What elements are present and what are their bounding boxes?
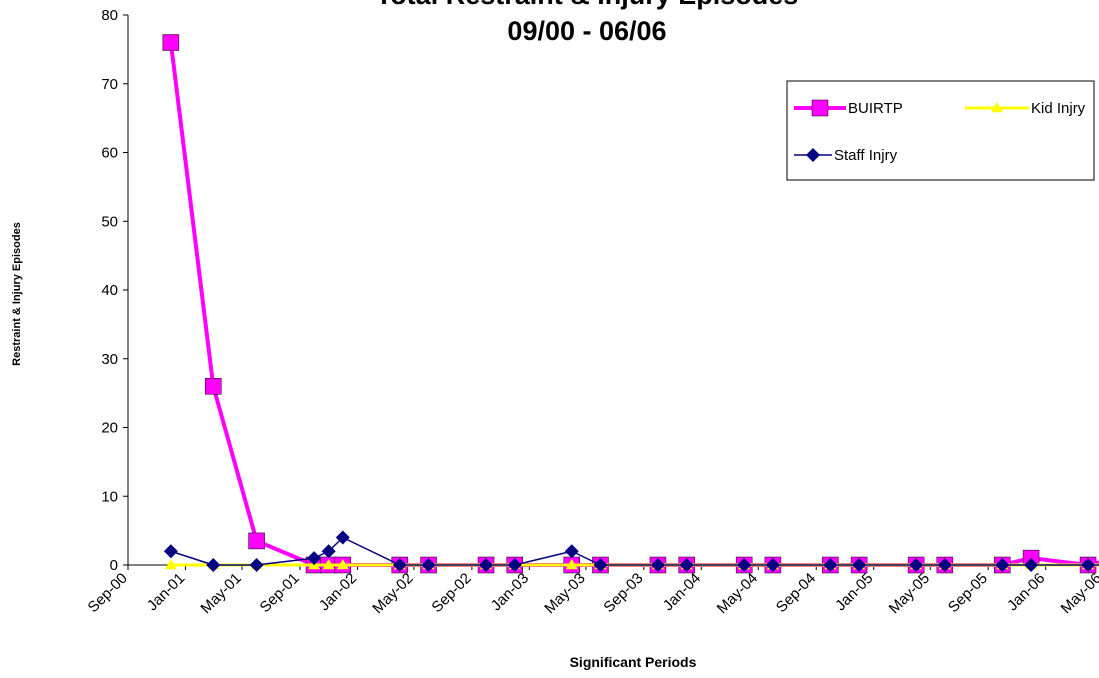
data-point-staff-injry [937,558,952,572]
x-tick-label: May-01 [197,570,244,617]
data-point-staff-injry [249,558,264,572]
x-tick-label: Sep-00 [85,570,131,616]
data-point-buirtp [162,34,180,51]
data-point-buirtp [205,378,222,395]
data-point-staff-injry [507,558,522,572]
legend-item-kid-injry: Kid Injry [965,100,1086,117]
data-point-staff-injry [321,544,336,559]
legend-label-buirtp: BUIRTP [848,100,903,117]
legend-item-staff-injry: Staff Injry [794,147,898,164]
x-tick-label: Sep-04 [773,570,819,616]
data-point-staff-injry [650,558,665,572]
chart-title: Total Restraint & Injury Episodes [376,0,799,10]
data-point-kid-injry [336,559,349,570]
chart-title-group: Total Restraint & Injury Episodes 09/00 … [376,0,799,46]
data-point-staff-injry [995,558,1010,572]
x-tick-label: May-02 [369,570,416,617]
data-point-staff-injry [392,558,407,572]
legend-box [786,80,1095,181]
data-point-staff-injry [1024,558,1039,572]
data-point-staff-injry [206,558,221,572]
x-tick-label: Jan-06 [1004,570,1048,614]
data-point-staff-injry [823,558,838,572]
data-point-staff-injry [421,558,436,572]
y-axis-title: Restraint & Injury Episodes [11,222,23,366]
data-point-staff-injry [335,530,350,545]
legend-marker-buirtp [811,99,829,117]
x-tick-label: Sep-05 [945,570,991,616]
data-point-staff-injry [765,558,780,572]
data-point-staff-injry [679,558,694,572]
x-tick-label: Jan-02 [316,570,360,614]
x-tick-label: Jan-05 [832,570,876,614]
legend: BUIRTP Kid Injry Staff Injry [786,80,1095,181]
x-tick-label: May-06 [1058,570,1099,617]
data-point-staff-injry [737,558,752,572]
x-tick-label: Sep-02 [428,570,474,616]
y-tick-label: 30 [101,351,118,368]
data-point-kid-injry [164,559,177,570]
chart-subtitle: 09/00 - 06/06 [507,16,666,46]
data-point-buirtp [248,532,265,550]
data-point-staff-injry [852,558,867,572]
data-point-staff-injry [163,544,178,559]
y-tick-label: 70 [101,76,118,93]
x-tick-label: May-04 [714,570,761,617]
legend-items: BUIRTP Kid Injry Staff Injry [794,99,1086,164]
x-tick-label: Jan-01 [144,570,188,614]
legend-marker-kid-injry [991,102,1003,113]
data-point-kid-injry [322,559,335,570]
series-staff-injry [163,530,1099,572]
y-tick-label: 60 [101,145,118,162]
legend-item-buirtp: BUIRTP [794,99,903,117]
y-tick-label: 80 [101,7,118,24]
data-point-staff-injry [564,544,579,559]
data-point-staff-injry [479,558,494,572]
y-tick-label: 50 [101,213,118,230]
x-tick-label: Jan-03 [488,570,532,614]
data-point-staff-injry [307,551,322,566]
y-axis-ticks: 0 10 20 30 40 50 60 70 80 [101,7,128,574]
x-tick-label: May-05 [886,570,933,617]
y-tick-label: 10 [101,488,118,505]
data-point-staff-injry [593,558,608,572]
x-tick-label: Sep-03 [600,570,646,616]
x-axis-title: Significant Periods [570,654,697,670]
data-point-staff-injry [1081,558,1096,572]
legend-marker-staff-injry [806,148,820,162]
x-tick-label: Jan-04 [660,570,704,614]
legend-label-kid-injry: Kid Injry [1031,100,1086,117]
legend-label-staff-injry: Staff Injry [834,147,898,164]
y-tick-label: 20 [101,420,118,437]
y-tick-label: 40 [101,282,118,299]
data-point-kid-injry [565,559,578,570]
x-tick-label: Sep-01 [257,570,303,616]
x-tick-label: May-03 [541,570,588,617]
data-point-staff-injry [909,558,924,572]
y-tick-label: 0 [110,557,118,574]
series-layer [162,34,1099,574]
